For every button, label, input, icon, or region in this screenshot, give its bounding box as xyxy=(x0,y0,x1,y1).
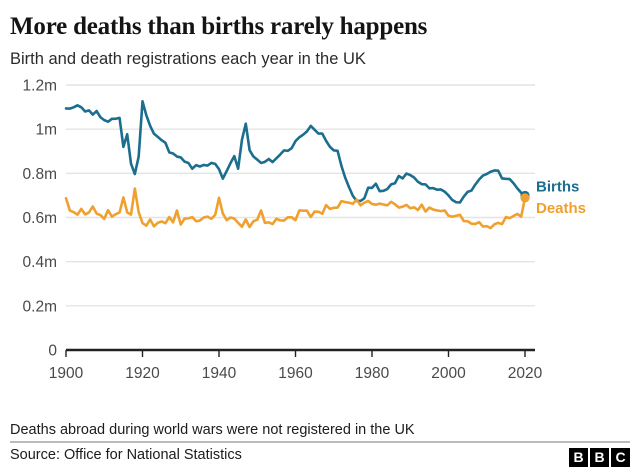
x-axis-labels: 1900 1920 1940 1960 1980 2000 2020 xyxy=(49,365,543,382)
bbc-logo-letter-1: B xyxy=(569,448,588,467)
chart-inline-legend: Births Deaths xyxy=(536,178,586,216)
x-axis-tick-label: 2020 xyxy=(508,365,543,382)
x-axis-tick-label: 1900 xyxy=(49,365,84,382)
bbc-logo-letter-3: C xyxy=(611,448,630,467)
y-axis-labels: 0 0.2m 0.4m 0.6m 0.8m 1m 1.2m xyxy=(23,78,58,360)
y-axis-tick-label: 1m xyxy=(35,122,57,139)
y-axis-tick-label: 0.4m xyxy=(23,254,57,271)
chart-gridlines xyxy=(66,84,535,307)
series-line-births xyxy=(64,100,527,204)
bbc-logo: B B C xyxy=(569,448,630,467)
legend-label-deaths: Deaths xyxy=(536,200,586,217)
y-axis-tick-label: 0.2m xyxy=(23,298,57,315)
legend-label-births: Births xyxy=(536,178,579,195)
chart-endpoint-markers xyxy=(520,190,530,203)
x-axis-tick-label: 1920 xyxy=(125,365,160,382)
y-axis-tick-label: 0.6m xyxy=(23,210,57,227)
series-line-deaths xyxy=(64,187,527,230)
source-divider xyxy=(10,441,630,443)
y-axis-tick-label: 0 xyxy=(48,343,57,360)
chart-svg: 0 0.2m 0.4m 0.6m 0.8m 1m 1.2m 1900 1920 1940 1960… xyxy=(23,78,587,383)
bbc-logo-letter-2: B xyxy=(590,448,609,467)
page-title: More deaths than births rarely happens xyxy=(10,13,428,40)
x-axis-tick-label: 1960 xyxy=(278,365,313,382)
x-axis-tick-label: 2000 xyxy=(431,365,466,382)
y-axis-tick-label: 1.2m xyxy=(23,78,57,95)
y-axis-tick-label: 0.8m xyxy=(23,166,57,183)
chart-footnote: Deaths abroad during world wars were not… xyxy=(10,422,415,438)
x-axis-tick-label: 1980 xyxy=(355,365,390,382)
endpoint-marker-deaths xyxy=(520,193,530,203)
page-subtitle: Birth and death registrations each year … xyxy=(10,50,366,68)
chart-source: Source: Office for National Statistics xyxy=(10,447,242,463)
x-axis-tick-label: 1940 xyxy=(202,365,237,382)
line-chart: 0 0.2m 0.4m 0.6m 0.8m 1m 1.2m 1900 1920 1940 1960… xyxy=(10,76,630,396)
chart-series xyxy=(64,100,527,230)
